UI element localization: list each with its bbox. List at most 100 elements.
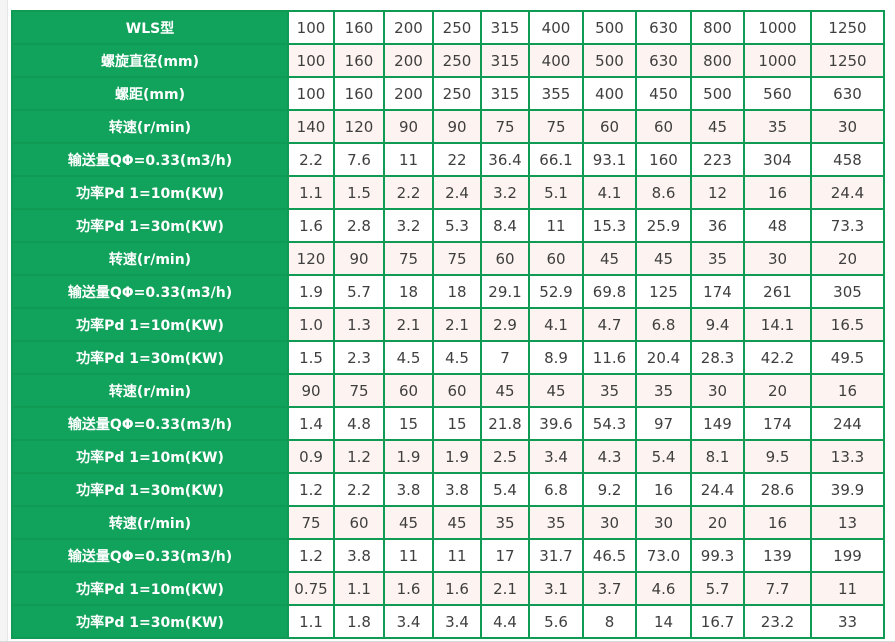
table-cell: 60 <box>383 373 434 408</box>
table-cell: 160 <box>333 43 385 78</box>
table-cell: 35 <box>635 373 692 408</box>
table-cell: 24.4 <box>810 175 885 210</box>
table-cell: 16.5 <box>810 307 885 342</box>
table-cell: 30 <box>635 505 692 540</box>
table-cell: 355 <box>528 76 584 111</box>
table-cell: 4.5 <box>383 340 434 375</box>
table-cell: 16.7 <box>690 604 745 639</box>
table-cell: 31.7 <box>528 538 584 573</box>
table-cell: 1000 <box>743 43 812 78</box>
table-cell: 140 <box>287 109 335 144</box>
table-cell: 52.9 <box>528 274 584 309</box>
table-cell: 45 <box>635 241 692 276</box>
table-cell: 315 <box>480 10 530 45</box>
table-cell: 16 <box>635 472 692 507</box>
table-cell: 3.8 <box>432 472 482 507</box>
table-cell: 1.8 <box>333 604 385 639</box>
table-cell: 400 <box>528 10 584 45</box>
table-cell: 5.6 <box>528 604 584 639</box>
table-cell: 99.3 <box>690 538 745 573</box>
table-cell: 315 <box>480 43 530 78</box>
table-cell: 120 <box>333 109 385 144</box>
table-cell: 16 <box>743 175 812 210</box>
table-cell: 3.2 <box>480 175 530 210</box>
table-cell: 28.6 <box>743 472 812 507</box>
table-cell: 3.2 <box>383 208 434 243</box>
table-row: 螺旋直径(mm) 100 160 200 250 315 400 500 630 800 1000 1… <box>11 43 885 78</box>
table-cell: 160 <box>333 10 385 45</box>
table-cell: 11 <box>383 538 434 573</box>
table-cell: 2.5 <box>480 439 530 474</box>
table-cell: 39.6 <box>528 406 584 441</box>
table-row: 功率Pd 1=30m(KW) 1.2 2.2 3.8 3.8 5.4 6.8 9.2 16 24.… <box>11 472 885 507</box>
table-cell: 3.8 <box>383 472 434 507</box>
table-cell: 630 <box>635 43 692 78</box>
table-cell: 1.2 <box>333 439 385 474</box>
table-cell: 3.8 <box>333 538 385 573</box>
table-cell: 500 <box>582 43 637 78</box>
row-label: 功率Pd 1=10m(KW) <box>11 175 289 210</box>
table-row: WLS型 100 160 200 250 315 400 500 630 800 1000 1250 <box>11 10 885 45</box>
table-cell: 160 <box>635 142 692 177</box>
table-cell: 48 <box>743 208 812 243</box>
table-cell: 244 <box>810 406 885 441</box>
row-label: 输送量QΦ=0.33(m3/h) <box>11 274 289 309</box>
table-cell: 8 <box>582 604 637 639</box>
table-cell: 60 <box>480 241 530 276</box>
table-cell: 149 <box>690 406 745 441</box>
table-cell: 250 <box>432 76 482 111</box>
table-cell: 1.5 <box>287 340 335 375</box>
table-cell: 223 <box>690 142 745 177</box>
table-cell: 54.3 <box>582 406 637 441</box>
table-cell: 11 <box>383 142 434 177</box>
table-cell: 1.2 <box>287 538 335 573</box>
table-cell: 174 <box>690 274 745 309</box>
row-label: 螺距(mm) <box>11 76 289 111</box>
table-cell: 14.1 <box>743 307 812 342</box>
table-cell: 5.3 <box>432 208 482 243</box>
table-cell: 304 <box>743 142 812 177</box>
table-cell: 45 <box>690 109 745 144</box>
table-cell: 0.75 <box>287 571 335 606</box>
table-cell: 125 <box>635 274 692 309</box>
table-cell: 160 <box>333 76 385 111</box>
table-cell: 2.8 <box>333 208 385 243</box>
table-cell: 3.1 <box>528 571 584 606</box>
table-cell: 450 <box>635 76 692 111</box>
table-cell: 4.4 <box>480 604 530 639</box>
table-cell: 630 <box>810 76 885 111</box>
table-cell: 500 <box>582 10 637 45</box>
table-cell: 100 <box>287 43 335 78</box>
table-row: 功率Pd 1=30m(KW) 1.1 1.8 3.4 3.4 4.4 5.6 8 14 16.7 2… <box>11 604 885 639</box>
table-cell: 8.1 <box>690 439 745 474</box>
table-cell: 15 <box>432 406 482 441</box>
table-cell: 139 <box>743 538 812 573</box>
row-label: 转速(r/min) <box>11 373 289 408</box>
table-cell: 11.6 <box>582 340 637 375</box>
row-label: 转速(r/min) <box>11 505 289 540</box>
table-cell: 1.9 <box>287 274 335 309</box>
table-cell: 120 <box>287 241 335 276</box>
table-cell: 35 <box>480 505 530 540</box>
table-cell: 60 <box>432 373 482 408</box>
table-cell: 30 <box>810 109 885 144</box>
table-cell: 35 <box>690 241 745 276</box>
row-label: 输送量QΦ=0.33(m3/h) <box>11 538 289 573</box>
table-cell: 500 <box>690 76 745 111</box>
table-cell: 200 <box>383 76 434 111</box>
table-cell: 18 <box>432 274 482 309</box>
table-row: 功率Pd 1=10m(KW) 0.9 1.2 1.9 1.9 2.5 3.4 4.3 5.4 8.… <box>11 439 885 474</box>
table-cell: 100 <box>287 10 335 45</box>
table-cell: 2.2 <box>333 472 385 507</box>
table-cell: 90 <box>333 241 385 276</box>
table-cell: 49.5 <box>810 340 885 375</box>
table-row: 功率Pd 1=10m(KW) 0.75 1.1 1.6 1.6 2.1 3.1 3.7 4.6 5… <box>11 571 885 606</box>
row-label: 转速(r/min) <box>11 109 289 144</box>
table-cell: 1.1 <box>287 175 335 210</box>
table-cell: 1250 <box>810 43 885 78</box>
table-cell: 5.7 <box>690 571 745 606</box>
table-cell: 35 <box>743 109 812 144</box>
table-cell: 100 <box>287 76 335 111</box>
table-row: 转速(r/min) 120 90 75 75 60 60 45 45 35 30 20 <box>11 241 885 276</box>
